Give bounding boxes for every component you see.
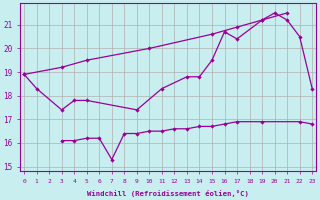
X-axis label: Windchill (Refroidissement éolien,°C): Windchill (Refroidissement éolien,°C) <box>87 190 249 197</box>
